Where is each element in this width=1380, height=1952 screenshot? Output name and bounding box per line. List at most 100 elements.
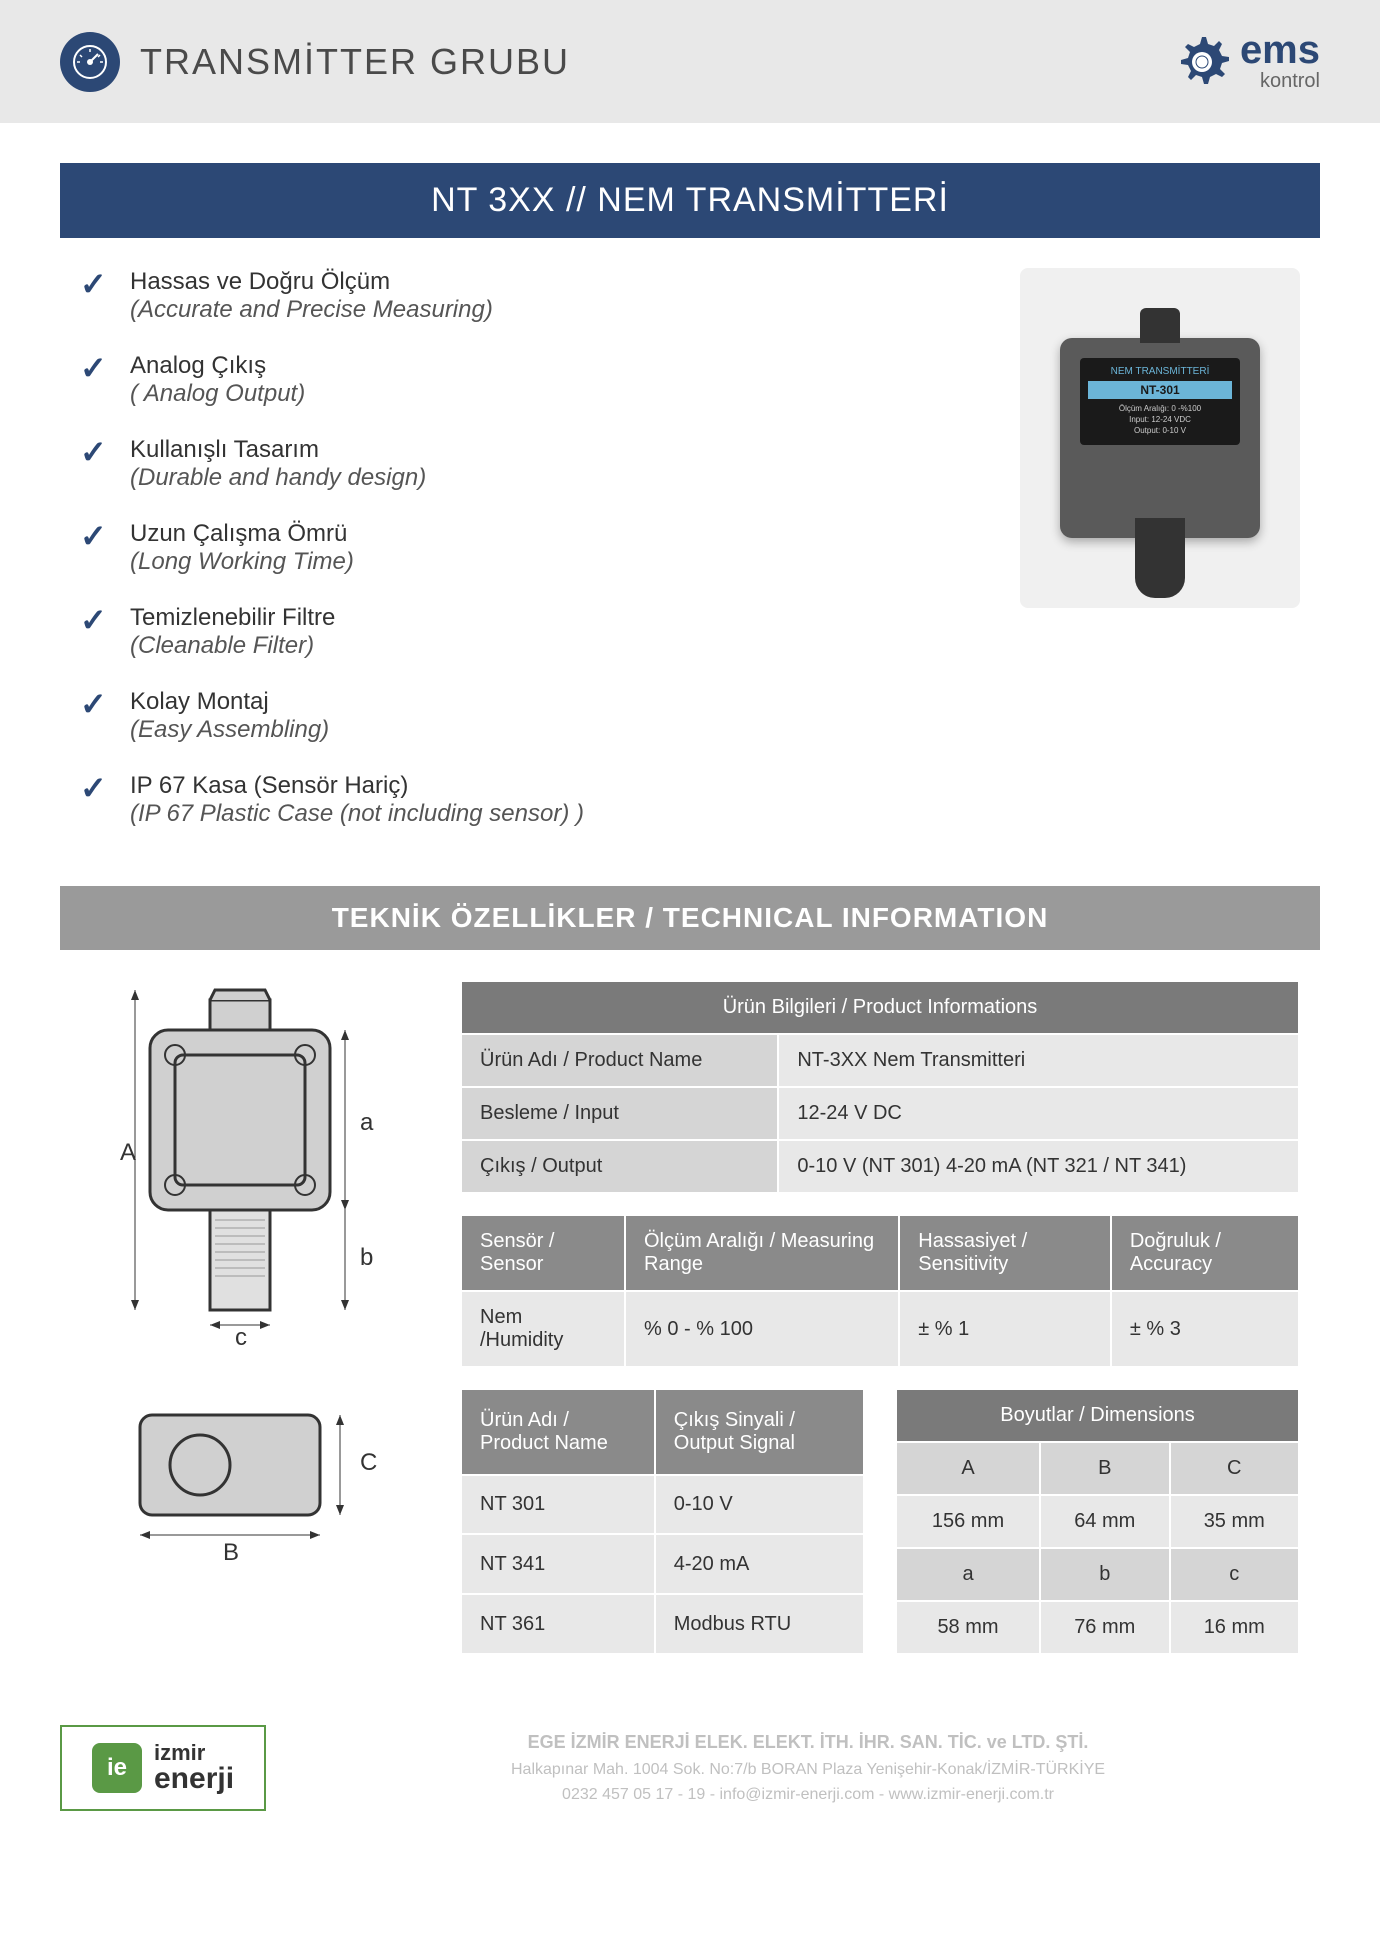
logo-main-text: ems — [1240, 30, 1320, 70]
table-cell: a — [896, 1548, 1040, 1601]
svg-text:b: b — [360, 1244, 373, 1271]
bottom-tables: Ürün Adı / Product NameÇıkış Sinyali / O… — [460, 1388, 1300, 1655]
sensor-table: Sensör / SensorÖlçüm Aralığı / Measuring… — [460, 1214, 1300, 1368]
svg-text:C: C — [360, 1449, 377, 1476]
check-icon: ✓ — [80, 604, 110, 636]
feature-tr: Kullanışlı Tasarım — [130, 436, 426, 464]
diagram-front: A a b c — [80, 980, 430, 1365]
svg-text:B: B — [223, 1539, 239, 1566]
table-cell: A — [896, 1442, 1040, 1495]
feature-en: (Accurate and Precise Measuring) — [130, 296, 493, 324]
cell-label: Besleme / Input — [461, 1087, 778, 1140]
table-cell: 16 mm — [1170, 1601, 1300, 1654]
feature-tr: Temizlenebilir Filtre — [130, 604, 335, 632]
table-row: Besleme / Input 12-24 V DC — [461, 1087, 1299, 1140]
footer-contact: 0232 457 05 17 - 19 - info@izmir-enerji.… — [296, 1782, 1320, 1808]
check-icon: ✓ — [80, 352, 110, 384]
gauge-icon — [60, 32, 120, 92]
table-header: Sensör / Sensor — [461, 1215, 625, 1291]
feature-tr: Uzun Çalışma Ömrü — [130, 520, 354, 548]
table-cell: NT 301 — [461, 1475, 655, 1535]
footer-info: EGE İZMİR ENERJİ ELEK. ELEKT. İTH. İHR. … — [296, 1728, 1320, 1808]
table-cell: 4-20 mA — [655, 1534, 864, 1594]
svg-text:A: A — [120, 1139, 136, 1166]
logo-sub-text: kontrol — [1240, 70, 1320, 93]
features-section: ✓ Hassas ve Doğru Ölçüm (Accurate and Pr… — [60, 238, 1320, 886]
cell-value: NT-3XX Nem Transmitteri — [778, 1034, 1299, 1087]
product-info-table: Ürün Bilgileri / Product Informations Ür… — [460, 980, 1300, 1194]
table-cell: % 0 - % 100 — [625, 1291, 899, 1367]
izmir-enerji-logo: ie izmir enerji — [60, 1725, 266, 1811]
table-cell: 58 mm — [896, 1601, 1040, 1654]
table-row: Çıkış / Output 0-10 V (NT 301) 4-20 mA (… — [461, 1140, 1299, 1193]
check-icon: ✓ — [80, 772, 110, 804]
table-cell: ± % 3 — [1111, 1291, 1299, 1367]
table-cell: 35 mm — [1170, 1495, 1300, 1548]
feature-item: ✓ Analog Çıkış ( Analog Output) — [80, 352, 980, 408]
feature-item: ✓ Temizlenebilir Filtre (Cleanable Filte… — [80, 604, 980, 660]
page-footer: ie izmir enerji EGE İZMİR ENERJİ ELEK. E… — [0, 1705, 1380, 1831]
feature-tr: IP 67 Kasa (Sensör Hariç) — [130, 772, 584, 800]
feature-item: ✓ IP 67 Kasa (Sensör Hariç) (IP 67 Plast… — [80, 772, 980, 828]
output-signal-table: Ürün Adı / Product NameÇıkış Sinyali / O… — [460, 1388, 865, 1655]
feature-tr: Analog Çıkış — [130, 352, 305, 380]
table-cell: ± % 1 — [899, 1291, 1111, 1367]
table-cell: NT 361 — [461, 1594, 655, 1654]
device-info: Ölçüm Aralığı: 0 -%100 Input: 12-24 VDC … — [1088, 403, 1232, 437]
svg-text:c: c — [235, 1324, 247, 1351]
features-list: ✓ Hassas ve Doğru Ölçüm (Accurate and Pr… — [80, 268, 980, 856]
ie-logo-icon: ie — [92, 1743, 142, 1793]
table-header: Doğruluk / Accuracy — [1111, 1215, 1299, 1291]
device-model: NT-301 — [1088, 381, 1232, 399]
table-header: Ürün Adı / Product Name — [461, 1389, 655, 1475]
table-cell: C — [1170, 1442, 1300, 1495]
feature-tr: Kolay Montaj — [130, 688, 329, 716]
table-row: NT 361 Modbus RTU — [461, 1594, 864, 1654]
ems-logo: ems kontrol — [1172, 30, 1320, 93]
cell-value: 12-24 V DC — [778, 1087, 1299, 1140]
feature-en: (IP 67 Plastic Case (not including senso… — [130, 800, 584, 828]
dimensions-header: Boyutlar / Dimensions — [896, 1389, 1299, 1442]
check-icon: ✓ — [80, 436, 110, 468]
tech-section: A a b c — [60, 950, 1320, 1685]
diagram-side: C B — [80, 1395, 430, 1580]
feature-en: ( Analog Output) — [130, 380, 305, 408]
header-title: TRANSMİTTER GRUBU — [140, 41, 570, 83]
table-header: Ölçüm Aralığı / Measuring Range — [625, 1215, 899, 1291]
footer-company: EGE İZMİR ENERJİ ELEK. ELEKT. İTH. İHR. … — [296, 1728, 1320, 1757]
check-icon: ✓ — [80, 520, 110, 552]
footer-logo-bottom: enerji — [154, 1764, 234, 1794]
dimensions-table: Boyutlar / Dimensions ABC 156 mm64 mm35 … — [895, 1388, 1300, 1655]
product-info-header: Ürün Bilgileri / Product Informations — [461, 981, 1299, 1034]
feature-tr: Hassas ve Doğru Ölçüm — [130, 268, 493, 296]
product-image: NEM TRANSMİTTERİ NT-301 Ölçüm Aralığı: 0… — [1020, 268, 1300, 608]
tables-container: Ürün Bilgileri / Product Informations Ür… — [460, 980, 1300, 1655]
table-cell: 64 mm — [1040, 1495, 1169, 1548]
table-header: Hassasiyet / Sensitivity — [899, 1215, 1111, 1291]
technical-diagrams: A a b c — [80, 980, 430, 1655]
table-header: Çıkış Sinyali / Output Signal — [655, 1389, 864, 1475]
cell-label: Çıkış / Output — [461, 1140, 778, 1193]
page-header: TRANSMİTTER GRUBU ems kontrol — [0, 0, 1380, 123]
feature-item: ✓ Kolay Montaj (Easy Assembling) — [80, 688, 980, 744]
feature-item: ✓ Uzun Çalışma Ömrü (Long Working Time) — [80, 520, 980, 576]
table-cell: c — [1170, 1548, 1300, 1601]
cell-label: Ürün Adı / Product Name — [461, 1034, 778, 1087]
feature-item: ✓ Hassas ve Doğru Ölçüm (Accurate and Pr… — [80, 268, 980, 324]
tech-section-header: TEKNİK ÖZELLİKLER / TECHNICAL INFORMATIO… — [60, 886, 1320, 950]
table-row: Ürün Adı / Product Name NT-3XX Nem Trans… — [461, 1034, 1299, 1087]
header-left: TRANSMİTTER GRUBU — [60, 32, 570, 92]
table-row: NT 341 4-20 mA — [461, 1534, 864, 1594]
table-cell: B — [1040, 1442, 1169, 1495]
gear-icon — [1172, 32, 1232, 92]
footer-address: Halkapınar Mah. 1004 Sok. No:7/b BORAN P… — [296, 1757, 1320, 1783]
table-cell: Nem /Humidity — [461, 1291, 625, 1367]
feature-en: (Long Working Time) — [130, 548, 354, 576]
table-cell: 156 mm — [896, 1495, 1040, 1548]
svg-text:a: a — [360, 1109, 374, 1136]
product-title-bar: NT 3XX // NEM TRANSMİTTERİ — [60, 163, 1320, 238]
table-cell: b — [1040, 1548, 1169, 1601]
check-icon: ✓ — [80, 268, 110, 300]
table-cell: 0-10 V — [655, 1475, 864, 1535]
table-cell: 76 mm — [1040, 1601, 1169, 1654]
